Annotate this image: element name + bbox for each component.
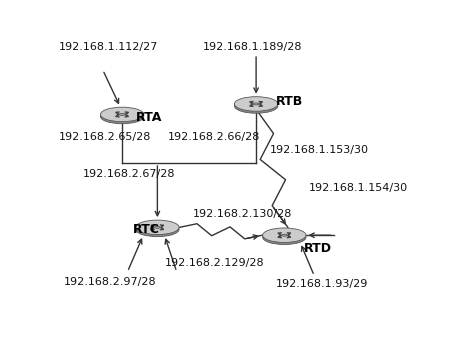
Text: 192.168.1.112/27: 192.168.1.112/27 [59,43,158,53]
Text: RTB: RTB [276,95,303,108]
Text: 192.168.2.65/28: 192.168.2.65/28 [59,132,151,142]
Text: 192.168.2.130/28: 192.168.2.130/28 [192,209,292,219]
Text: 192.168.1.93/29: 192.168.1.93/29 [276,279,368,289]
Text: 192.168.1.189/28: 192.168.1.189/28 [203,43,303,53]
Text: RTA: RTA [136,110,162,123]
Ellipse shape [263,230,306,244]
Ellipse shape [136,222,179,237]
Text: 192.168.1.153/30: 192.168.1.153/30 [270,145,369,155]
Text: 192.168.2.67/28: 192.168.2.67/28 [83,168,176,179]
Ellipse shape [154,226,160,228]
Ellipse shape [101,107,144,122]
Text: RTD: RTD [304,242,332,255]
Text: 192.168.2.66/28: 192.168.2.66/28 [168,132,260,142]
Ellipse shape [234,99,278,113]
Text: 192.168.2.97/28: 192.168.2.97/28 [64,278,157,287]
Text: RTC: RTC [133,223,160,236]
Ellipse shape [263,228,306,242]
Ellipse shape [119,114,125,116]
Ellipse shape [101,109,144,124]
Ellipse shape [234,97,278,111]
Text: 192.168.1.154/30: 192.168.1.154/30 [309,183,408,193]
Ellipse shape [136,220,179,235]
Ellipse shape [253,103,259,105]
Ellipse shape [281,234,287,236]
Text: 192.168.2.129/28: 192.168.2.129/28 [164,258,264,268]
